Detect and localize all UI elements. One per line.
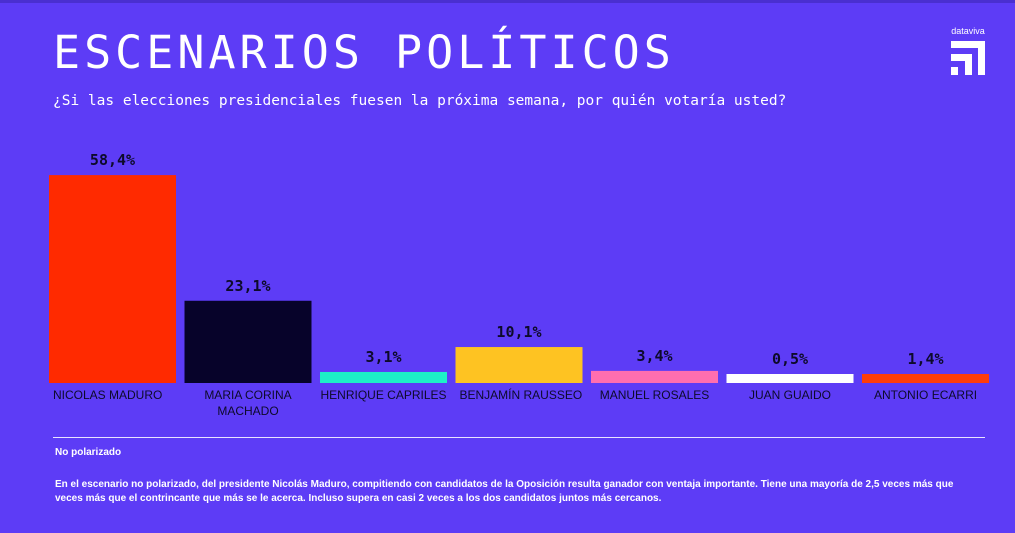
bar-1 bbox=[184, 300, 312, 383]
category-label-0: NICOLAS MADURO bbox=[53, 388, 162, 402]
category-label-5: JUAN GUAIDO bbox=[749, 388, 831, 402]
value-label-3: 10,1% bbox=[496, 323, 541, 341]
bar-2 bbox=[320, 371, 447, 383]
value-label-1: 23,1% bbox=[225, 277, 270, 295]
category-label-3: BENJAMÍN RAUSSEO bbox=[460, 387, 583, 402]
category-label-4: MANUEL ROSALES bbox=[600, 388, 710, 402]
note-title: No polarizado bbox=[55, 447, 122, 458]
divider bbox=[53, 437, 985, 438]
brand-logo: dataviva bbox=[946, 26, 990, 78]
value-label-4: 3,4% bbox=[636, 347, 672, 365]
note-text: En el escenario no polarizado, del presi… bbox=[55, 479, 954, 504]
brand-name: dataviva bbox=[951, 26, 985, 36]
bar-3 bbox=[455, 347, 583, 383]
dataviva-logo-icon bbox=[951, 41, 985, 75]
bar-chart: 58,4% NICOLAS MADURO 23,1% MARIA CORINA MACH… bbox=[49, 151, 989, 418]
page-subtitle: ¿Si las elecciones presidenciales fuesen… bbox=[53, 93, 787, 109]
bar-4 bbox=[591, 370, 718, 383]
value-label-5: 0,5% bbox=[772, 350, 808, 368]
bar-5 bbox=[726, 374, 854, 383]
top-border bbox=[0, 0, 1015, 3]
category-label-2: HENRIQUE CAPRILES bbox=[320, 388, 446, 402]
bar-6 bbox=[862, 374, 989, 383]
value-label-0: 58,4% bbox=[90, 151, 135, 169]
value-label-2: 3,1% bbox=[365, 348, 401, 366]
category-label-1: MARIA CORINA MACHADO bbox=[204, 388, 291, 418]
category-label-6: ANTONIO ECARRI bbox=[874, 388, 977, 402]
bar-0 bbox=[49, 175, 176, 383]
value-label-6: 1,4% bbox=[907, 350, 943, 368]
page-title: ESCENARIOS POLÍTICOS bbox=[53, 26, 675, 79]
